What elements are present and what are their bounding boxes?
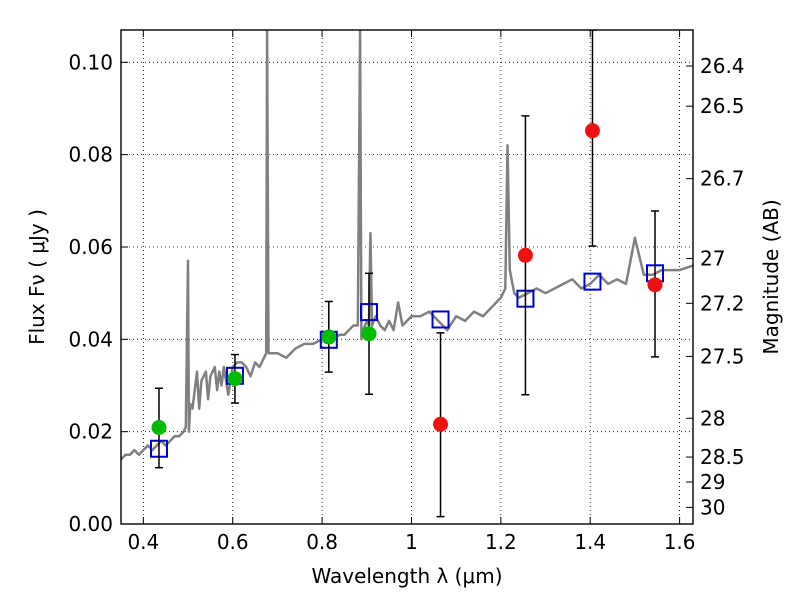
x-tick-label: 0.6 <box>217 530 249 554</box>
right-tick-label: 27.5 <box>700 344 745 368</box>
right-tick-label: 28.5 <box>700 445 745 469</box>
right-tick-label: 27 <box>700 247 725 271</box>
right-tick-label: 26.7 <box>700 167 745 191</box>
y-tick-label: 0.02 <box>68 420 113 444</box>
x-tick-label: 0.8 <box>306 530 338 554</box>
spectrum-line <box>121 30 693 461</box>
model-square-point <box>431 310 450 329</box>
green-data-point <box>321 329 337 345</box>
x-tick-label: 0.4 <box>127 530 159 554</box>
right-tick-label: 29 <box>700 470 725 494</box>
red-data-point <box>433 416 449 432</box>
red-data-point <box>647 277 663 293</box>
x-tick-label: 1 <box>405 530 418 554</box>
axis-ticks: 0.4 0.6 0.8 1 1.2 1.4 1.6 0.00 0.02 0.04 0.06 0.08 0… <box>68 30 745 554</box>
right-axis-title: Magnitude (AB) <box>759 199 783 354</box>
model-square-point <box>583 272 602 291</box>
plot-area <box>121 30 693 518</box>
x-axis-title: Wavelength λ (μm) <box>311 564 502 588</box>
green-data-point <box>151 420 167 436</box>
x-tick-label: 1.6 <box>664 530 696 554</box>
green-data-point <box>361 326 377 342</box>
grid-lines <box>121 30 693 525</box>
x-tick-label: 1.2 <box>485 530 517 554</box>
right-tick-label: 26.5 <box>700 94 745 118</box>
y-tick-label: 0.04 <box>68 327 113 351</box>
red-data-point <box>584 123 600 139</box>
red-data-point <box>517 247 533 263</box>
y-tick-label: 0.10 <box>68 50 113 74</box>
right-tick-label: 27.2 <box>700 291 745 315</box>
green-data-point <box>227 371 243 387</box>
x-tick-label: 1.4 <box>574 530 606 554</box>
y-axis-title: Flux Fν ( μJy ) <box>25 209 49 345</box>
right-tick-label: 28 <box>700 406 725 430</box>
y-tick-label: 0.06 <box>68 235 113 259</box>
right-tick-label: 26.4 <box>700 54 745 78</box>
y-tick-label: 0.08 <box>68 143 113 167</box>
right-tick-label: 30 <box>700 495 725 519</box>
plot-frame <box>120 29 694 525</box>
y-tick-label: 0.00 <box>68 512 113 536</box>
